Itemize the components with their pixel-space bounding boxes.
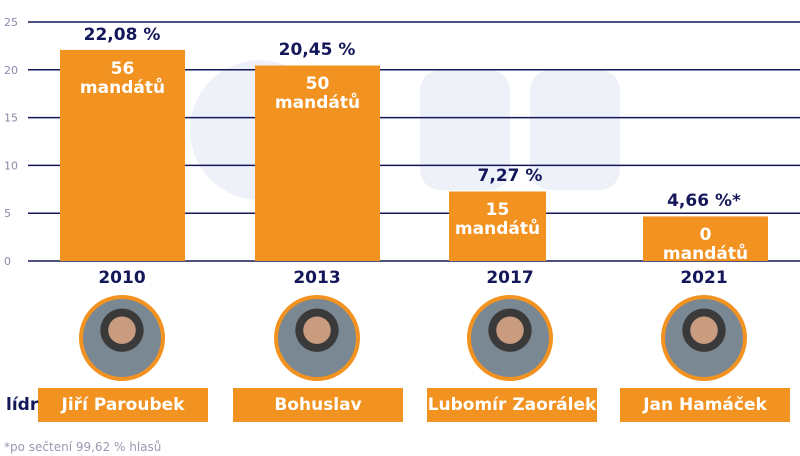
seats-unit: mandátů <box>662 244 749 265</box>
leader-photo <box>467 295 553 381</box>
seats-label: 15 mandátů <box>449 201 546 239</box>
seats-count: 0 <box>699 225 712 246</box>
bar-2013 <box>255 65 380 261</box>
x-tick-label: 2021 <box>680 268 728 288</box>
leader-name: Bohuslav Sobotka <box>233 388 403 449</box>
value-label: 7,27 % <box>477 166 543 187</box>
bar-2021 <box>643 216 768 261</box>
value-label: 20,45 % <box>278 40 356 61</box>
y-tick-label: 25 <box>4 16 18 29</box>
seats-label: 56 mandátů <box>60 58 185 98</box>
seats-unit: mandátů <box>454 219 541 240</box>
y-tick-label: 5 <box>4 207 11 220</box>
bar-2010 <box>60 49 185 262</box>
y-tick-label: 0 <box>4 255 11 268</box>
leader-photo <box>661 295 747 381</box>
seats-unit: mandátů <box>79 77 166 98</box>
bar-chart: 0 5 10 15 20 25 <box>4 16 800 268</box>
seats-count: 56 <box>110 58 135 79</box>
seats-count: 50 <box>305 74 330 95</box>
seats-count: 15 <box>485 200 510 221</box>
value-label: 22,08 % <box>83 24 161 45</box>
seats-label: 0 mandátů <box>643 226 768 264</box>
leader-label: lídr <box>6 395 39 415</box>
x-tick-label: 2013 <box>293 268 341 288</box>
bar-2017 <box>449 191 546 261</box>
footnote: *po sečtení 99,62 % hlasů <box>4 440 162 454</box>
leader-photo <box>274 295 360 381</box>
seats-label: 50 mandátů <box>255 75 380 113</box>
leader-name: Lubomír Zaorálek <box>427 388 597 422</box>
value-label: 4,66 %* <box>667 191 741 212</box>
y-tick-label: 10 <box>4 159 18 172</box>
leader-photo <box>79 295 165 381</box>
y-tick-label: 15 <box>4 112 18 125</box>
leader-name: Jiří Paroubek <box>38 388 208 422</box>
x-tick-label: 2017 <box>486 268 534 288</box>
seats-unit: mandátů <box>274 93 361 114</box>
leader-name: Jan Hamáček <box>620 388 790 422</box>
y-tick-label: 20 <box>4 64 18 77</box>
x-tick-label: 2010 <box>98 268 146 288</box>
